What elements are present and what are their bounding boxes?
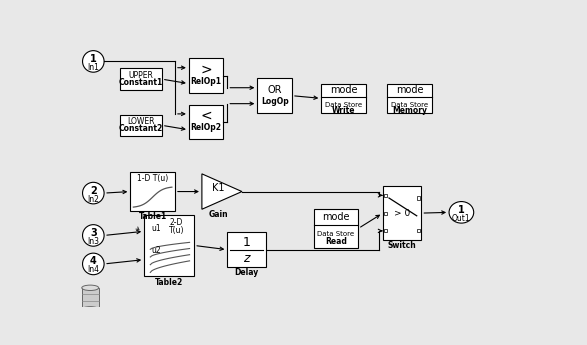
Text: T(u): T(u) (169, 226, 184, 235)
Text: Read: Read (325, 237, 347, 246)
Text: 2: 2 (90, 186, 97, 196)
Text: K1: K1 (212, 183, 225, 193)
Text: 3: 3 (90, 228, 97, 238)
FancyBboxPatch shape (383, 186, 421, 240)
Text: 1: 1 (90, 54, 97, 64)
FancyBboxPatch shape (120, 115, 162, 136)
Text: z: z (243, 252, 250, 265)
Text: Constant2: Constant2 (119, 125, 163, 134)
FancyBboxPatch shape (120, 68, 162, 90)
Text: Constant1: Constant1 (119, 78, 163, 87)
Polygon shape (202, 174, 242, 209)
Text: UPPER: UPPER (128, 71, 153, 80)
Text: RelOp2: RelOp2 (191, 123, 222, 132)
Text: 2-D: 2-D (170, 218, 183, 227)
Text: Delay: Delay (234, 268, 259, 277)
Text: OR: OR (268, 85, 282, 95)
Text: u1: u1 (152, 224, 161, 233)
Text: In4: In4 (87, 265, 99, 275)
Text: Table1: Table1 (139, 213, 167, 221)
FancyBboxPatch shape (384, 194, 387, 197)
Text: In1: In1 (87, 63, 99, 72)
Text: 1: 1 (242, 236, 251, 249)
Text: Write: Write (332, 106, 355, 115)
Text: u2: u2 (152, 246, 161, 255)
Ellipse shape (82, 285, 99, 290)
Text: > 0: > 0 (394, 209, 410, 218)
Ellipse shape (83, 225, 104, 246)
FancyBboxPatch shape (384, 211, 387, 215)
Ellipse shape (83, 182, 104, 204)
Text: mode: mode (330, 85, 357, 95)
Text: 1-D T(u): 1-D T(u) (137, 174, 168, 183)
FancyBboxPatch shape (189, 105, 224, 139)
FancyBboxPatch shape (387, 84, 432, 113)
FancyBboxPatch shape (313, 209, 358, 248)
FancyBboxPatch shape (227, 233, 266, 267)
Text: Data Store: Data Store (318, 231, 355, 237)
Text: Data Store: Data Store (391, 102, 429, 108)
FancyBboxPatch shape (417, 229, 420, 233)
FancyBboxPatch shape (144, 215, 194, 276)
Ellipse shape (82, 307, 99, 312)
Text: <: < (200, 109, 212, 123)
FancyBboxPatch shape (384, 229, 387, 233)
Text: Out1: Out1 (452, 214, 471, 223)
Text: Gain: Gain (209, 210, 228, 219)
Text: Switch: Switch (388, 241, 416, 250)
FancyBboxPatch shape (257, 78, 292, 113)
Text: Memory: Memory (392, 106, 427, 115)
FancyBboxPatch shape (417, 197, 420, 199)
Text: mode: mode (322, 212, 350, 222)
Ellipse shape (83, 253, 104, 275)
Text: 1: 1 (458, 205, 465, 215)
FancyBboxPatch shape (321, 84, 366, 113)
Ellipse shape (449, 201, 474, 223)
Text: LOWER: LOWER (127, 117, 154, 126)
Text: LogOp: LogOp (261, 97, 289, 106)
FancyBboxPatch shape (189, 58, 224, 93)
Text: 4: 4 (90, 256, 97, 266)
Text: >: > (200, 63, 212, 77)
FancyBboxPatch shape (130, 172, 175, 211)
Text: In2: In2 (87, 195, 99, 204)
Text: Data Store: Data Store (325, 102, 362, 108)
Text: mode: mode (396, 85, 424, 95)
FancyBboxPatch shape (82, 288, 99, 309)
Text: Table2: Table2 (155, 278, 183, 287)
Text: In3: In3 (87, 237, 99, 246)
Ellipse shape (83, 51, 104, 72)
Text: RelOp1: RelOp1 (191, 77, 222, 86)
